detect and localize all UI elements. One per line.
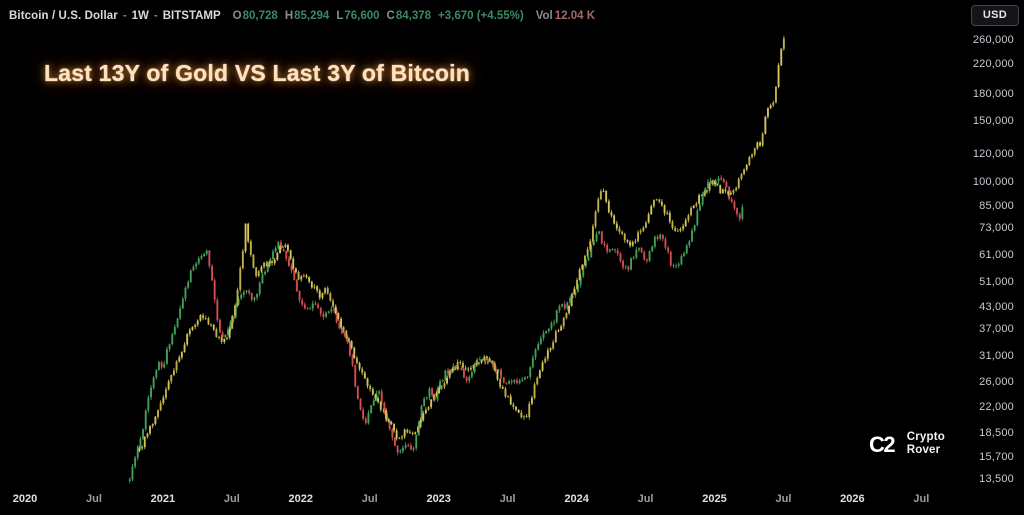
y-axis-label: 73,000 — [979, 222, 1014, 235]
x-axis-jul-label: Jul — [913, 493, 930, 505]
crypto-rover-logo-icon: C2 — [869, 432, 897, 457]
gold-candles-series — [138, 36, 785, 453]
y-axis-label: 15,700 — [979, 450, 1014, 463]
price-change: +3,670 (+4.55%) — [438, 10, 524, 22]
y-axis-label: 51,000 — [979, 275, 1014, 288]
watermark-line2: Rover — [906, 444, 941, 456]
y-axis-label: 100,000 — [972, 175, 1014, 188]
price-axis[interactable]: 260,000 220,000 180,000 150,000 120,000 100,0… — [962, 0, 1024, 486]
y-axis-label: 150,000 — [972, 115, 1014, 128]
x-axis-year-label: 2025 — [702, 493, 727, 505]
page-title: Last 13Y of Gold VS Last 3Y of Bitcoin — [44, 60, 470, 86]
volume-readout: Vol 12.04 K — [536, 9, 595, 23]
x-axis-jul-label: Jul — [361, 493, 378, 505]
open-value: 80,728 — [242, 10, 278, 22]
ohlc-readout: O 80,728 H 85,294 L 76,600 C 84,378 — [233, 9, 431, 23]
time-axis[interactable]: 2020 Jul 2021 Jul 2022 Jul 2023 Jul 2024 Jul 2025 J… — [0, 487, 1024, 515]
y-axis-label: 26,000 — [979, 375, 1014, 388]
x-axis-jul-label: Jul — [775, 493, 792, 505]
high-label: H — [284, 10, 294, 22]
x-axis-year-label: 2023 — [426, 493, 451, 505]
separator: - — [122, 10, 127, 22]
y-axis-label: 37,000 — [979, 323, 1014, 336]
y-axis-label: 18,500 — [979, 426, 1014, 439]
exchange-name: BITSTAMP — [162, 10, 221, 22]
volume-value: 12.04 K — [554, 10, 596, 22]
bitcoin-candles-series — [128, 175, 744, 483]
low-value: 76,600 — [344, 10, 380, 22]
x-axis-year-label: 2022 — [288, 493, 314, 505]
close-label: C — [386, 10, 395, 22]
low-label: L — [336, 10, 344, 22]
x-axis-year-label: 2024 — [564, 493, 589, 505]
volume-label: Vol — [535, 10, 553, 22]
open-label: O — [232, 10, 242, 22]
close-value: 84,378 — [395, 10, 432, 22]
timeframe[interactable]: 1W — [131, 10, 149, 22]
watermark-line1: Crypto — [906, 431, 945, 443]
y-axis-label: 120,000 — [972, 148, 1014, 161]
y-axis-label: 22,000 — [979, 400, 1014, 413]
x-axis-year-label: 2021 — [150, 493, 176, 505]
symbol-name[interactable]: Bitcoin / U.S. Dollar — [9, 10, 118, 22]
watermark-crypto-rover: C2 Crypto Rover — [869, 430, 945, 458]
x-axis-jul-label: Jul — [637, 493, 654, 505]
x-axis-jul-label: Jul — [499, 493, 516, 505]
y-axis-label: 61,000 — [979, 249, 1014, 262]
x-axis-year-label: 2020 — [12, 493, 38, 505]
x-axis-jul-label: Jul — [223, 493, 240, 505]
currency-toggle-button[interactable]: USD — [970, 5, 1019, 26]
y-axis-label: 85,000 — [979, 199, 1014, 212]
x-axis-year-label: 2026 — [840, 493, 865, 505]
y-axis-label: 180,000 — [972, 88, 1014, 101]
y-axis-label: 260,000 — [972, 33, 1014, 46]
high-value: 85,294 — [294, 10, 330, 22]
separator: - — [153, 10, 158, 22]
x-axis-jul-label: Jul — [85, 493, 102, 505]
svg-text:C2: C2 — [869, 432, 895, 457]
y-axis-label: 220,000 — [972, 58, 1014, 71]
y-axis-label: 31,000 — [979, 349, 1014, 362]
y-axis-label: 43,000 — [979, 301, 1014, 314]
y-axis-label: 13,500 — [979, 473, 1014, 486]
